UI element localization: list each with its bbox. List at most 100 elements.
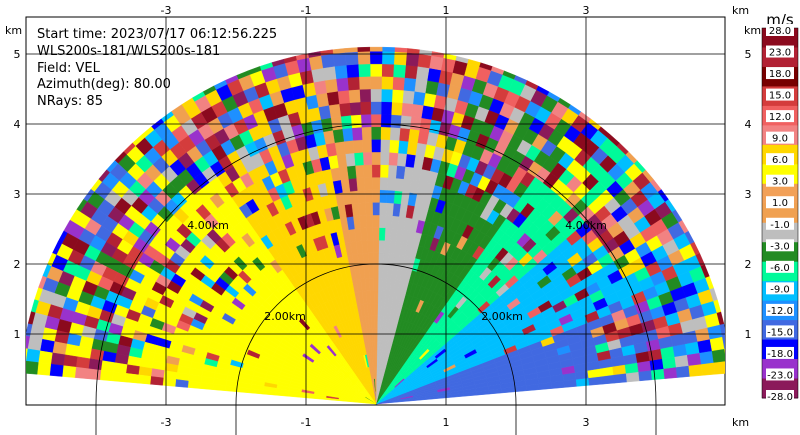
y-tick-label-right: 3	[745, 188, 752, 201]
velocity-cell	[88, 358, 103, 371]
velocity-cell	[149, 376, 164, 386]
velocity-cell	[52, 341, 68, 355]
velocity-cell	[334, 64, 348, 80]
range-rings: 2.00km 2.00km 4.00km 4.00km	[95, 123, 657, 435]
colorbar-label-bg	[766, 174, 794, 187]
velocity-cell	[399, 115, 412, 130]
velocity-cell	[392, 64, 406, 78]
velocity-cell	[352, 139, 364, 154]
colorbar: m/s28.023.018.015.012.09.06.03.01.0-1.0-…	[761, 11, 799, 403]
y-tick-label-right: 2	[745, 258, 752, 271]
velocity-cell	[380, 113, 392, 128]
colorbar-label: -28.0	[767, 392, 793, 403]
axis-unit-label: km	[732, 416, 749, 429]
velocity-cell	[638, 369, 653, 382]
velocity-cell	[174, 379, 189, 388]
velocity-cell	[406, 141, 418, 156]
range-ring	[235, 263, 517, 405]
velocity-cell	[26, 335, 30, 350]
x-tick-label-top: 3	[583, 4, 590, 17]
colorbar-label: -9.0	[770, 284, 790, 295]
colorbar-label-bg	[766, 88, 794, 101]
velocity-cell	[625, 371, 640, 383]
velocity-cell	[347, 76, 360, 91]
velocity-cell	[374, 328, 378, 342]
x-tick-label-top: -1	[301, 4, 312, 17]
velocity-cell	[722, 335, 725, 350]
info-azimuth: Azimuth(deg): 80.00	[37, 77, 171, 92]
x-tick-label-bottom: 1	[443, 416, 450, 429]
velocity-cell	[371, 177, 381, 190]
velocity-cell	[409, 116, 422, 131]
velocity-cell	[26, 348, 41, 363]
y-tick-label-left: 2	[14, 258, 21, 271]
velocity-cell	[332, 52, 347, 67]
velocity-cell	[350, 114, 362, 129]
velocity-cell	[358, 76, 371, 90]
velocity-cell	[382, 46, 395, 52]
y-tick-label-left: 3	[14, 188, 21, 201]
velocity-cell	[384, 215, 393, 229]
velocity-cell	[379, 189, 388, 203]
velocity-cell	[374, 315, 378, 329]
velocity-cell	[322, 66, 337, 81]
velocity-cell	[75, 356, 91, 369]
velocity-cell	[372, 240, 380, 253]
velocity-cell	[397, 140, 409, 155]
velocity-cell	[26, 348, 28, 362]
velocity-cell	[357, 63, 371, 78]
velocity-cell	[363, 164, 373, 178]
info-instrument: WLS200s-181/WLS200s-181	[37, 44, 221, 59]
colorbar-label-bg	[766, 282, 794, 295]
velocity-cell	[426, 67, 442, 83]
axis-unit-label: km	[5, 24, 22, 37]
velocity-cell	[401, 102, 414, 117]
velocity-cell	[391, 215, 400, 230]
colorbar-label: -12.0	[767, 306, 793, 317]
y-tick-label-left: 1	[14, 328, 21, 341]
velocity-cell	[376, 328, 381, 342]
velocity-cell	[367, 239, 374, 254]
velocity-cell	[393, 190, 403, 205]
velocity-cell	[380, 101, 393, 115]
colorbar-label-bg	[766, 260, 794, 273]
velocity-cell	[371, 164, 381, 178]
velocity-cell	[428, 55, 444, 71]
velocity-cell	[404, 64, 418, 80]
velocity-cell	[361, 139, 372, 153]
velocity-cell	[49, 363, 64, 377]
velocity-cell	[381, 63, 395, 78]
velocity-cell	[348, 89, 361, 104]
velocity-cell	[373, 303, 379, 316]
velocity-cell	[63, 354, 78, 368]
velocity-cell	[370, 76, 382, 90]
velocity-cell	[353, 152, 364, 166]
velocity-cell	[700, 362, 716, 376]
velocity-cell	[365, 202, 373, 216]
velocity-cell	[405, 52, 420, 67]
info-nrays: NRays: 85	[37, 94, 103, 109]
velocity-cell	[340, 115, 353, 130]
velocity-cell	[26, 360, 27, 362]
velocity-cell	[320, 53, 335, 69]
velocity-cell	[370, 88, 382, 102]
velocity-cell	[379, 202, 387, 216]
x-tick-label-bottom: 3	[583, 416, 590, 429]
colorbar-label: 3.0	[772, 177, 788, 188]
velocity-cell	[359, 101, 372, 115]
velocity-cell	[384, 227, 392, 242]
velocity-cell	[688, 363, 703, 377]
velocity-cell	[724, 348, 725, 354]
velocity-cell	[411, 103, 424, 119]
colorbar-label: -23.0	[767, 370, 793, 381]
velocity-cell	[726, 361, 731, 374]
velocity-cell	[200, 382, 214, 390]
x-tick-label-bottom: -1	[301, 416, 312, 429]
velocity-cell	[112, 371, 127, 383]
velocity-cell	[357, 46, 370, 52]
colorbar-label: 23.0	[769, 48, 791, 59]
velocity-cell	[377, 277, 383, 292]
velocity-cell	[711, 348, 725, 363]
velocity-cell	[398, 127, 411, 142]
